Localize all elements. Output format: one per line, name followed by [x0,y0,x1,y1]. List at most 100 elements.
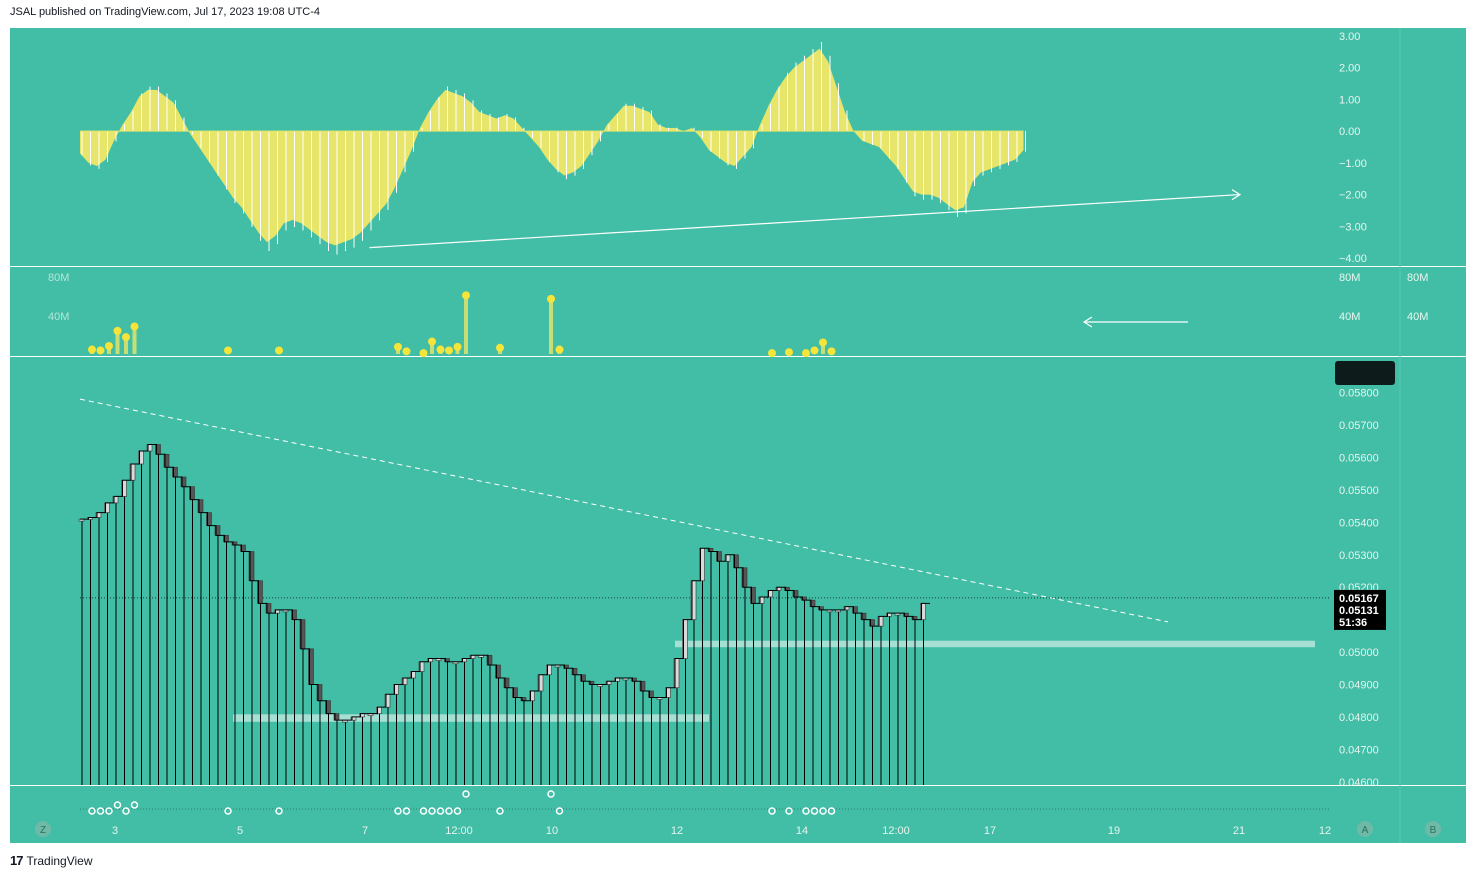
volume-dot [445,346,453,355]
price-y-tick: 0.05800 [1339,388,1379,400]
volume-bar [464,295,468,354]
signal-dot [419,807,428,815]
signal-dot [122,807,130,815]
volume-dot [224,346,232,355]
price-y-tick: 0.05500 [1339,485,1379,497]
oscillator-y-tick: −4.00 [1339,253,1367,265]
volume-arrowhead [1082,316,1093,328]
volume-y-tick: 40M [48,311,69,323]
signal-dot [785,807,793,815]
axis-badge [35,821,51,837]
price-line [80,444,930,721]
volume-dot [802,349,810,358]
last-price-label-bg [1334,589,1386,630]
volume-y-tick: 80M [1339,272,1360,284]
x-axis-tick: 12 [671,825,683,837]
support-zone [233,714,709,722]
signal-dot [428,807,436,815]
volume-dot [827,347,836,356]
signal-dot [462,790,470,798]
signal-dot [105,807,113,815]
volume-dot [453,342,462,351]
signal-dot [547,790,555,798]
axis-badge [1425,821,1441,837]
tradingview-logo-icon: 17 [10,853,24,868]
volume-dot [402,347,411,356]
price-y-tick: 0.04600 [1339,777,1379,789]
volume-bar [124,337,128,354]
price-y-tick: 0.05400 [1339,517,1379,529]
x-axis-tick: 14 [796,825,808,837]
x-axis-tick: 12:00 [445,825,473,837]
price-y-tick: 0.05300 [1339,550,1379,562]
volume-bar [430,341,434,354]
axis-badge-label: A [1362,825,1369,836]
volume-dot [122,333,130,342]
axis-badge-label: Z [40,825,46,836]
signal-dot [802,807,810,815]
volume-y-tick: 80M [48,272,69,284]
volume-dot [496,343,504,352]
volume-dot [105,342,113,350]
volume-dot [547,294,555,303]
volume-dot [819,338,827,347]
signal-dot [275,807,283,815]
x-axis-tick: 10 [546,825,558,837]
brand-name: TradingView [26,853,93,868]
volume-dot [555,345,564,354]
signal-dot [496,807,504,815]
crosshair-label-box [1335,361,1395,385]
volume-dot [428,337,436,346]
axis-badge-label: B [1430,825,1437,836]
price-y-tick: 0.04800 [1339,712,1379,724]
signal-dot [453,807,462,815]
signal-dot [402,807,411,815]
volume-bar [821,342,825,354]
x-axis-tick: 19 [1108,825,1120,837]
volume-dot [275,346,283,355]
x-axis-tick: 21 [1233,825,1245,837]
signal-dot [113,801,122,809]
oscillator-y-tick: −3.00 [1339,221,1367,233]
signal-dot [436,807,445,815]
x-axis-tick: 12 [1319,825,1331,837]
last-price-label: 51:36 [1339,617,1367,629]
last-price-label: 0.05131 [1339,605,1379,617]
oscillator-y-tick: −1.00 [1339,158,1367,170]
volume-bar [549,298,553,354]
volume-bar [115,330,120,354]
volume-dot [96,346,105,355]
axis-badge [1357,821,1373,837]
oscillator-y-tick: 1.00 [1339,94,1360,106]
x-axis-tick: 7 [362,825,368,837]
signal-dot [810,807,819,815]
oscillator-y-tick: 3.00 [1339,31,1360,43]
volume-dot [113,326,122,335]
volume-dot [785,348,793,357]
price-y-tick: 0.05600 [1339,453,1379,465]
volume-dot [88,345,96,354]
x-axis-tick: 12:00 [882,825,910,837]
oscillator-y-tick: −2.00 [1339,190,1367,202]
support-zone [675,640,1315,648]
volume-dot [394,342,402,351]
volume-y-tick: 40M [1339,311,1360,323]
oscillator-y-tick: 0.00 [1339,126,1360,138]
signal-dot [768,807,776,815]
oscillator-trendline [369,193,1241,249]
signal-dot [224,807,232,815]
trendline-arrowhead [1231,189,1242,201]
price-y-tick: 0.05000 [1339,647,1379,659]
volume-y-tick: 40M [1407,311,1428,323]
footer-brand[interactable]: 17 TradingView [10,853,93,868]
x-axis-tick: 3 [112,825,118,837]
x-axis-tick: 5 [237,825,243,837]
signal-dot [394,807,402,815]
price-y-tick: 0.04900 [1339,679,1379,691]
signal-dot [445,807,453,815]
publish-header: JSAL published on TradingView.com, Jul 1… [10,6,321,18]
signal-dot [88,807,96,815]
x-axis-tick: 17 [984,825,996,837]
price-y-tick: 0.05700 [1339,420,1379,432]
